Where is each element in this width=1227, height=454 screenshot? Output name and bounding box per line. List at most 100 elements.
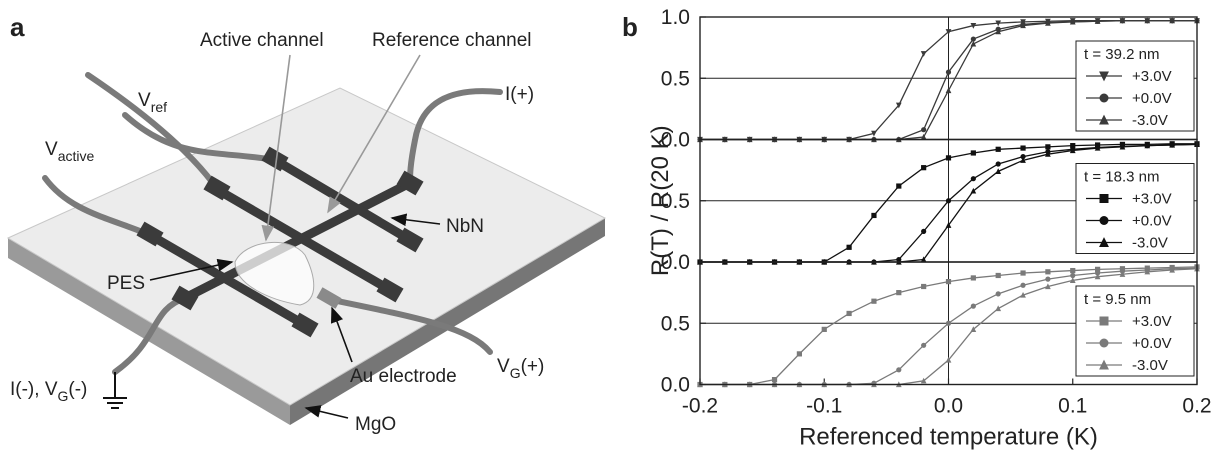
- marker: [920, 133, 927, 140]
- marker: [1094, 273, 1101, 280]
- marker: [921, 165, 927, 171]
- marker: [896, 290, 902, 296]
- marker: [945, 279, 952, 285]
- marker: [1169, 17, 1176, 24]
- x-tick-label: 0.2: [1182, 395, 1211, 418]
- marker: [1020, 291, 1026, 298]
- marker: [920, 377, 927, 384]
- label: Reference channel: [372, 30, 532, 51]
- legend-title: t = 39.2 nm: [1084, 46, 1159, 63]
- y-tick-label: 0.0: [661, 374, 690, 397]
- marker: [896, 183, 902, 189]
- panel-b: 0.0 0.5 1.0 t = 39.2 nm +3.0V +0.0V -3.0V R(T) …: [647, 6, 1212, 451]
- marker: [970, 187, 977, 194]
- pes-film: [234, 241, 315, 306]
- panel-label: b: [622, 12, 638, 42]
- marker: [1119, 143, 1126, 150]
- y-tick-label: 0.5: [661, 67, 690, 90]
- legend-label: +0.0V: [1132, 90, 1172, 107]
- y-tick-label: 0.5: [661, 190, 690, 213]
- marker: [995, 168, 1002, 174]
- marker: [995, 291, 1001, 297]
- marker: [1045, 151, 1051, 157]
- legend-label: -3.0V: [1132, 235, 1168, 252]
- marker: [1020, 145, 1026, 151]
- marker: [970, 150, 976, 156]
- y-tick-label: 0.5: [661, 312, 690, 335]
- pointer: [261, 54, 291, 242]
- marker: [1119, 271, 1126, 277]
- marker: [1045, 269, 1051, 275]
- legend-marker: [1099, 216, 1109, 225]
- marker: [970, 303, 976, 309]
- au-electrode: [316, 287, 342, 309]
- legend-marker: [1099, 237, 1109, 247]
- marker: [1095, 270, 1101, 276]
- marker: [945, 198, 952, 204]
- wire: [407, 88, 503, 186]
- label: Vref: [138, 90, 167, 115]
- ground: [103, 372, 127, 409]
- electrodes: [136, 146, 424, 338]
- marker: [920, 51, 927, 57]
- marker: [896, 367, 902, 373]
- wire: [122, 112, 278, 163]
- label: Vactive: [45, 139, 94, 164]
- x-tick-label: 0.0: [934, 395, 963, 418]
- substrate-side: [290, 218, 605, 425]
- marker: [945, 69, 952, 75]
- label: VG(+): [497, 356, 544, 381]
- marker: [1020, 282, 1026, 288]
- plot-frame: [699, 261, 1198, 386]
- pointer: [330, 306, 353, 363]
- label: I(-), VG(-): [10, 379, 87, 404]
- marker: [970, 40, 977, 47]
- panel-a: a: [6, 12, 607, 435]
- legend-marker: [1099, 359, 1109, 370]
- marker: [970, 22, 977, 29]
- marker: [1144, 17, 1151, 24]
- wire: [329, 297, 493, 355]
- x-tick-label: -0.1: [806, 395, 842, 418]
- panel-label: a: [10, 12, 25, 42]
- marker: [945, 29, 952, 35]
- marker: [970, 176, 976, 182]
- marker: [970, 275, 976, 281]
- marker: [1069, 147, 1076, 154]
- y-tick-label: 1.0: [661, 6, 690, 29]
- pointer: [304, 405, 349, 419]
- marker: [1020, 270, 1026, 276]
- marker: [921, 127, 927, 133]
- marker: [1045, 20, 1051, 26]
- marker: [945, 222, 952, 228]
- marker: [1094, 144, 1101, 151]
- legend-marker: [1099, 114, 1109, 125]
- wire: [85, 72, 221, 193]
- legend-label: +0.0V: [1132, 335, 1172, 352]
- legend-title: t = 18.3 nm: [1084, 169, 1159, 186]
- marker: [995, 146, 1001, 152]
- pointer: [149, 258, 234, 281]
- label: Au electrode: [350, 366, 457, 387]
- pointer: [390, 213, 441, 227]
- marker: [995, 20, 1002, 27]
- y-tick-label: 0.0: [661, 251, 690, 274]
- marker: [895, 102, 902, 109]
- marker: [945, 356, 952, 363]
- legend-label: -3.0V: [1132, 357, 1168, 374]
- marker: [1169, 266, 1176, 273]
- label: Active channel: [200, 30, 324, 51]
- marker: [920, 256, 927, 263]
- legend-title: t = 9.5 nm: [1084, 291, 1151, 308]
- marker: [995, 28, 1002, 35]
- marker: [1070, 272, 1076, 279]
- marker: [771, 377, 778, 383]
- marker: [921, 283, 927, 290]
- marker: [945, 320, 952, 326]
- marker: [1045, 276, 1051, 282]
- marker: [821, 326, 827, 332]
- legend-label: +3.0V: [1132, 191, 1172, 208]
- marker: [945, 87, 952, 94]
- marker: [970, 326, 977, 332]
